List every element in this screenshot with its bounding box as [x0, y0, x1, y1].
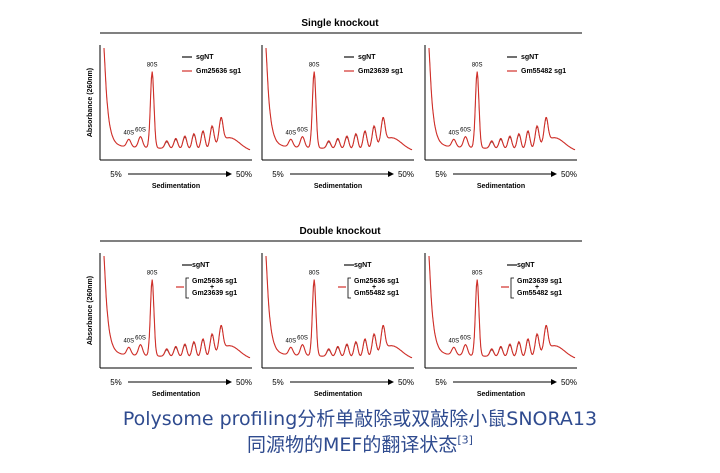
peak-label: 80S: [309, 63, 320, 69]
profile-curve: [103, 255, 251, 359]
legend-label: +: [535, 284, 539, 291]
arrow-head: [551, 379, 557, 385]
legend-label: sgNT: [192, 262, 210, 269]
profile-curve: [103, 47, 251, 151]
section-title: Double knockout: [299, 226, 381, 237]
arrow-head: [551, 171, 557, 177]
x-end: 50%: [561, 170, 577, 179]
x-axis-label: Sedimentation: [152, 391, 200, 398]
peak-label: 40S: [448, 130, 459, 136]
x-axis-label: Sedimentation: [477, 183, 525, 190]
x-start: 5%: [110, 378, 122, 387]
peak-label: 80S: [472, 63, 483, 69]
arrow-head: [226, 379, 232, 385]
x-start: 5%: [435, 170, 447, 179]
x-axis-label: Sedimentation: [314, 183, 362, 190]
arrow-head: [388, 379, 394, 385]
peak-label: 80S: [147, 271, 158, 277]
caption-text: 同源物的MEF的翻译状态: [247, 434, 458, 456]
peak-label: 60S: [460, 336, 471, 342]
y-axis-label: Absorbance (260nm): [87, 68, 94, 137]
x-end: 50%: [398, 170, 414, 179]
peak-label: 80S: [309, 271, 320, 277]
bracket: [185, 277, 189, 299]
x-start: 5%: [435, 378, 447, 387]
section-title: Single knockout: [301, 18, 379, 29]
legend-label: +: [210, 284, 214, 291]
legend-label: sgNT: [196, 54, 214, 61]
legend-label: sgNT: [358, 54, 376, 61]
x-end: 50%: [236, 170, 252, 179]
peak-label: 40S: [285, 338, 296, 344]
legend-label: sgNT: [517, 262, 535, 269]
peak-label: 40S: [448, 338, 459, 344]
profile-curve: [265, 47, 413, 151]
bracket: [347, 277, 351, 299]
caption-line: Polysome profiling分析单敲除或双敲除小鼠SNORA13: [122, 408, 598, 430]
x-end: 50%: [236, 378, 252, 387]
reference: [3]: [457, 433, 473, 447]
peak-label: 40S: [285, 130, 296, 136]
arrow-head: [226, 171, 232, 177]
legend-label: sgNT: [521, 54, 539, 61]
x-axis-label: Sedimentation: [477, 391, 525, 398]
peak-label: 60S: [297, 128, 308, 134]
legend-label: Gm55482 sg1: [517, 290, 562, 297]
profile-curve: [428, 255, 576, 359]
legend-label: Gm23639 sg1: [517, 278, 562, 285]
x-start: 5%: [110, 170, 122, 179]
peak-label: 80S: [147, 63, 158, 69]
peak-label: 60S: [135, 336, 146, 342]
x-axis-label: Sedimentation: [314, 391, 362, 398]
legend-label: Gm55482 sg1: [521, 68, 566, 75]
y-axis-label: Absorbance (260nm): [87, 276, 94, 345]
x-end: 50%: [561, 378, 577, 387]
legend-label: +: [372, 284, 376, 291]
legend-label: Gm25636 sg1: [354, 278, 399, 285]
peak-label: 60S: [297, 336, 308, 342]
caption-line: 同源物的MEF的翻译状态[3]: [0, 430, 720, 457]
bracket: [510, 277, 514, 299]
legend-label: Gm23639 sg1: [192, 290, 237, 297]
x-end: 50%: [398, 378, 414, 387]
legend-label: Gm55482 sg1: [354, 290, 399, 297]
x-axis-label: Sedimentation: [152, 183, 200, 190]
peak-label: 40S: [123, 130, 134, 136]
legend-label: Gm25636 sg1: [196, 68, 241, 75]
arrow-head: [388, 171, 394, 177]
peak-label: 60S: [135, 128, 146, 134]
legend-label: Gm25636 sg1: [192, 278, 237, 285]
profile-curve: [265, 255, 413, 359]
legend-label: sgNT: [354, 262, 372, 269]
legend-label: Gm23639 sg1: [358, 68, 403, 75]
profile-curve: [428, 47, 576, 151]
x-start: 5%: [272, 378, 284, 387]
peak-label: 60S: [460, 128, 471, 134]
x-start: 5%: [272, 170, 284, 179]
peak-label: 80S: [472, 271, 483, 277]
peak-label: 40S: [123, 338, 134, 344]
